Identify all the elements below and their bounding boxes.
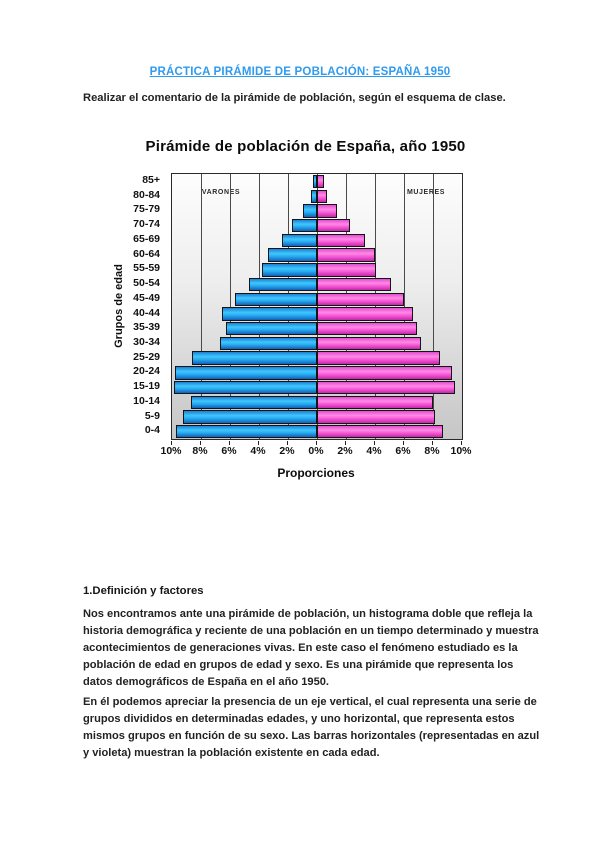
x-axis-tick <box>229 441 230 445</box>
age-axis-labels: 85+ 80-84 75-79 70-74 65-69 60-64 55-59 50-54 45… <box>96 173 164 438</box>
gridline <box>201 174 202 439</box>
bar-women-50-54 <box>317 277 391 292</box>
bar-women-10-14 <box>317 395 433 410</box>
age-label-40-44: 40-44 <box>133 306 160 319</box>
gridline <box>230 174 231 439</box>
bar-women-5-9 <box>317 410 436 424</box>
intro-paragraph: Realizar el comentario de la pirámide de… <box>83 92 506 104</box>
bar-women-85+ <box>317 174 325 189</box>
bar-women-30-34 <box>317 336 422 351</box>
bar-men-55-59 <box>261 263 317 277</box>
bar-men-5-9 <box>182 410 317 424</box>
age-label-45-49: 45-49 <box>133 291 160 304</box>
x-axis-tick <box>287 441 288 445</box>
x-tick-label: 6% <box>395 445 411 457</box>
x-tick-label: 8% <box>192 445 208 457</box>
x-tick-label: 10% <box>160 445 182 457</box>
x-tick-label: 10% <box>450 445 472 457</box>
x-tick-label: 2% <box>337 445 353 457</box>
age-label-25-29: 25-29 <box>133 350 160 363</box>
x-tick-label: 2% <box>279 445 295 457</box>
gridline <box>404 174 405 439</box>
age-label-5-9: 5-9 <box>144 409 160 422</box>
x-axis-tick <box>345 441 346 445</box>
x-axis-title: Proporciones <box>277 466 355 480</box>
x-axis-tick <box>403 441 404 445</box>
bar-men-20-24 <box>174 366 317 380</box>
bar-men-10-14 <box>190 395 317 410</box>
bar-men-50-54 <box>248 277 317 292</box>
chart-title: Pirámide de población de España, año 195… <box>145 138 466 155</box>
age-label-20-24: 20-24 <box>133 365 160 378</box>
section-heading: 1.Definición y factores <box>83 585 204 597</box>
document-title-link[interactable]: PRÁCTICA PIRÁMIDE DE POBLACIÓN: ESPAÑA 1… <box>149 66 451 78</box>
gridline <box>375 174 376 439</box>
bar-women-55-59 <box>317 263 377 277</box>
bar-men-60-64 <box>267 248 317 262</box>
bar-men-40-44 <box>222 307 317 321</box>
bar-men-70-74 <box>292 218 317 233</box>
age-label-15-19: 15-19 <box>133 380 160 393</box>
bar-women-25-29 <box>317 351 440 365</box>
age-label-35-39: 35-39 <box>133 321 160 334</box>
age-label-75-79: 75-79 <box>133 203 160 216</box>
bar-women-20-24 <box>317 366 452 380</box>
bar-men-0-4 <box>175 425 317 439</box>
x-tick-label: 4% <box>366 445 382 457</box>
bar-women-40-44 <box>317 307 413 321</box>
x-tick-label: 0% <box>308 445 324 457</box>
x-axis-tick <box>258 441 259 445</box>
age-label-70-74: 70-74 <box>133 218 160 231</box>
age-label-55-59: 55-59 <box>133 262 160 275</box>
bar-men-35-39 <box>226 322 317 336</box>
age-label-50-54: 50-54 <box>133 277 160 290</box>
x-axis-tick <box>432 441 433 445</box>
section-paragraph-1: Nos encontramos ante una pirámide de pob… <box>83 608 539 688</box>
varones-label: VARONES <box>201 189 241 196</box>
bar-women-65-69 <box>317 233 365 248</box>
age-label-60-64: 60-64 <box>133 247 160 260</box>
bar-men-15-19 <box>174 380 317 395</box>
bar-men-75-79 <box>302 204 317 218</box>
bar-women-35-39 <box>317 322 418 336</box>
bar-men-25-29 <box>192 351 317 365</box>
bar-women-45-49 <box>317 292 404 306</box>
bar-women-75-79 <box>317 204 338 218</box>
bar-women-60-64 <box>317 248 375 262</box>
bar-men-30-34 <box>219 336 317 351</box>
bar-women-70-74 <box>317 218 351 233</box>
age-label-30-34: 30-34 <box>133 335 160 348</box>
bar-women-80-84 <box>317 189 328 203</box>
bar-men-45-49 <box>235 292 317 306</box>
x-axis-tick <box>200 441 201 445</box>
gridline <box>433 174 434 439</box>
x-tick-label: 8% <box>424 445 440 457</box>
x-axis-tick <box>316 441 317 445</box>
bar-women-0-4 <box>317 425 444 439</box>
age-label-0-4: 0-4 <box>144 424 160 437</box>
bar-men-80-84 <box>310 189 317 203</box>
x-tick-label: 6% <box>221 445 237 457</box>
population-pyramid-figure: Pirámide de población de España, año 195… <box>96 138 466 480</box>
x-axis-tick <box>171 441 172 445</box>
gridline <box>346 174 347 439</box>
x-axis-tick <box>461 441 462 445</box>
gridline <box>288 174 289 439</box>
bar-women-15-19 <box>317 380 455 395</box>
gridline <box>259 174 260 439</box>
bar-men-65-69 <box>282 233 317 248</box>
x-axis-tick <box>374 441 375 445</box>
section-paragraph-2: En él podemos apreciar la presencia de u… <box>83 696 540 759</box>
age-label-10-14: 10-14 <box>133 394 160 407</box>
pyramid-plot: VARONES MUJERES <box>171 173 463 440</box>
mujeres-label: MUJERES <box>406 189 446 196</box>
bar-men-85+ <box>312 174 317 189</box>
age-label-85+: 85+ <box>142 174 160 186</box>
x-tick-label: 4% <box>250 445 266 457</box>
gridline <box>317 174 318 439</box>
age-label-65-69: 65-69 <box>133 232 160 245</box>
age-label-80-84: 80-84 <box>133 188 160 201</box>
